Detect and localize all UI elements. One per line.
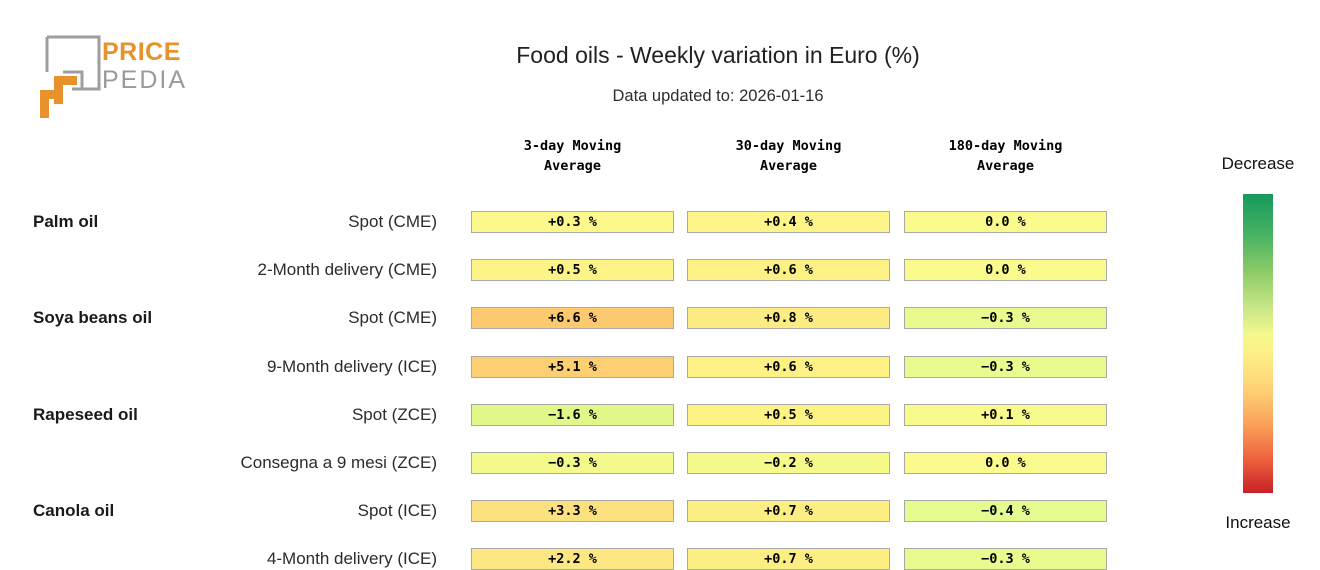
heatmap-cell: +5.1 %: [471, 356, 674, 378]
table-row: 4-Month delivery (ICE) +2.2 % +0.7 % −0.…: [0, 548, 1210, 570]
heatmap-cell: +6.6 %: [471, 307, 674, 329]
heatmap-cell: −0.3 %: [471, 452, 674, 474]
heatmap-cell: +3.3 %: [471, 500, 674, 522]
series-label: Spot (CME): [348, 308, 437, 327]
pricepedia-logo[interactable]: PRICE PEDIA: [30, 30, 200, 125]
heatmap-cell: +0.3 %: [471, 211, 674, 233]
heatmap-cell: +0.1 %: [904, 404, 1107, 426]
heatmap-cell: +2.2 %: [471, 548, 674, 570]
page-title: Food oils - Weekly variation in Euro (%): [516, 42, 920, 68]
logo-word-pedia: PEDIA: [102, 66, 188, 94]
heatmap-cell: +0.6 %: [687, 356, 890, 378]
heatmap-cell: −0.2 %: [687, 452, 890, 474]
legend-increase-label: Increase: [1225, 513, 1291, 532]
table-row: Rapeseed oil Spot (ZCE) −1.6 % +0.5 % +0…: [0, 404, 1210, 426]
heatmap-cell: −1.6 %: [471, 404, 674, 426]
series-label: 4-Month delivery (ICE): [266, 549, 437, 568]
heatmap-cell: 0.0 %: [904, 259, 1107, 281]
table-row: Soya beans oil Spot (CME) +6.6 % +0.8 % …: [0, 307, 1210, 329]
table-row: Palm oil Spot (CME) +0.3 % +0.4 % 0.0 %: [0, 211, 1210, 233]
commodity-group-label: Rapeseed oil: [33, 405, 138, 424]
logo-word-price: PRICE: [102, 38, 181, 66]
pricepedia-logo-text: PRICE PEDIA: [102, 40, 187, 93]
heatmap-cell: 0.0 %: [904, 452, 1107, 474]
heatmap-cell: +0.8 %: [687, 307, 890, 329]
heatmap-cell: −0.3 %: [904, 356, 1107, 378]
column-header-180day: 180-day Moving Average: [948, 138, 1063, 174]
data-updated-subtitle: Data updated to: 2026-01-16: [612, 87, 824, 105]
series-label: Consegna a 9 mesi (ZCE): [240, 453, 437, 472]
heatmap-cell: −0.4 %: [904, 500, 1107, 522]
column-header-30day: 30-day Moving Average: [735, 138, 842, 174]
heatmap-cell: 0.0 %: [904, 211, 1107, 233]
heatmap-cell: +0.6 %: [687, 259, 890, 281]
commodity-group-label: Canola oil: [33, 501, 115, 520]
heatmap-cell: −0.3 %: [904, 307, 1107, 329]
heatmap-cell: +0.4 %: [687, 211, 890, 233]
series-label: Spot (CME): [348, 212, 437, 231]
series-label: Spot (ZCE): [351, 405, 437, 424]
table-row: Consegna a 9 mesi (ZCE) −0.3 % −0.2 % 0.…: [0, 452, 1210, 474]
legend-colorbar: [1243, 194, 1273, 493]
commodity-group-label: Soya beans oil: [33, 308, 153, 327]
series-label: Spot (ICE): [357, 501, 437, 520]
heatmap-cell: +0.7 %: [687, 500, 890, 522]
table-row: 9-Month delivery (ICE) +5.1 % +0.6 % −0.…: [0, 356, 1210, 378]
heatmap-cell: +0.5 %: [471, 259, 674, 281]
table-row: Canola oil Spot (ICE) +3.3 % +0.7 % −0.4…: [0, 500, 1210, 522]
heatmap-cell: +0.7 %: [687, 548, 890, 570]
series-label: 9-Month delivery (ICE): [266, 357, 437, 376]
heatmap-cell: +0.5 %: [687, 404, 890, 426]
column-header-3day: 3-day Moving Average: [523, 138, 622, 174]
heatmap-cell: −0.3 %: [904, 548, 1107, 570]
legend-decrease-label: Decrease: [1221, 154, 1295, 173]
commodity-group-label: Palm oil: [33, 212, 99, 231]
table-row: 2-Month delivery (CME) +0.5 % +0.6 % 0.0…: [0, 259, 1210, 281]
series-label: 2-Month delivery (CME): [257, 260, 438, 279]
